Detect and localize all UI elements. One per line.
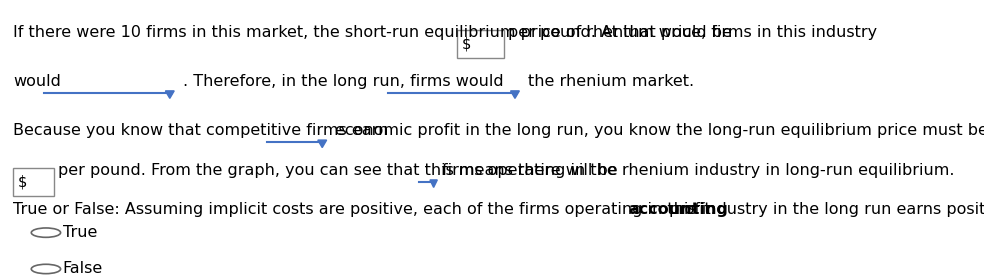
Text: firms operating in the rhenium industry in long-run equilibrium.: firms operating in the rhenium industry …: [443, 163, 954, 178]
Text: economic profit in the long run, you know the long-run equilibrium price must be: economic profit in the long run, you kno…: [336, 123, 984, 138]
Text: If there were 10 firms in this market, the short-run equilibrium price of rheniu: If there were 10 firms in this market, t…: [13, 25, 732, 40]
FancyBboxPatch shape: [458, 30, 504, 58]
Text: accounting: accounting: [629, 202, 728, 217]
Text: $: $: [18, 175, 27, 190]
Text: False: False: [63, 262, 103, 276]
Text: would: would: [13, 74, 61, 89]
Text: . Therefore, in the long run, firms would: . Therefore, in the long run, firms woul…: [183, 74, 504, 89]
Text: $: $: [461, 36, 471, 51]
Polygon shape: [430, 180, 437, 187]
Text: per pound. From the graph, you can see that this means there will be: per pound. From the graph, you can see t…: [58, 163, 617, 178]
Polygon shape: [318, 140, 327, 148]
Text: True: True: [63, 225, 97, 240]
Text: True or False: Assuming implicit costs are positive, each of the firms operating: True or False: Assuming implicit costs a…: [13, 202, 984, 217]
Polygon shape: [165, 91, 174, 98]
Polygon shape: [511, 91, 520, 98]
Text: profit.: profit.: [668, 202, 716, 217]
Text: per pound. At that price, firms in this industry: per pound. At that price, firms in this …: [509, 25, 878, 40]
Text: Because you know that competitive firms earn: Because you know that competitive firms …: [13, 123, 389, 138]
FancyBboxPatch shape: [13, 168, 54, 196]
Text: the rhenium market.: the rhenium market.: [528, 74, 695, 89]
